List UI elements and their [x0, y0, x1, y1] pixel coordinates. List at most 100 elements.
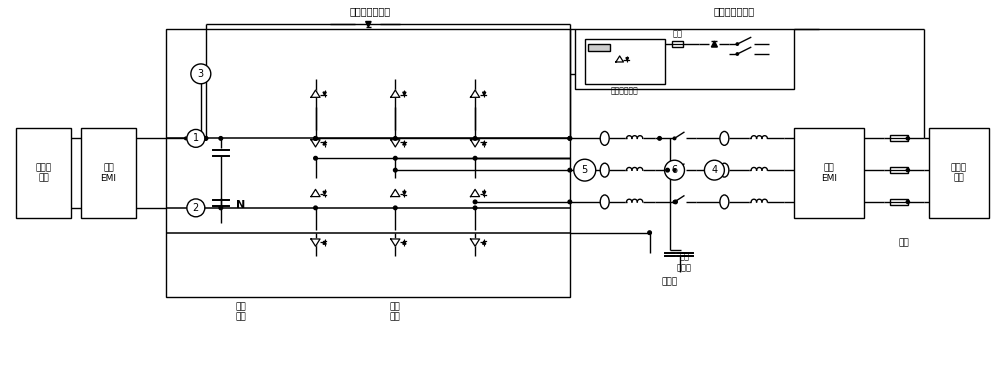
Polygon shape [626, 57, 629, 60]
Text: 6: 6 [671, 165, 678, 175]
Polygon shape [483, 92, 486, 95]
Polygon shape [311, 239, 320, 246]
Bar [890, 135, 908, 141]
Bar [672, 41, 683, 47]
Circle shape [473, 156, 477, 160]
Ellipse shape [720, 163, 729, 177]
Circle shape [393, 168, 397, 172]
Bar [929, 129, 989, 218]
Polygon shape [711, 41, 717, 47]
Circle shape [648, 231, 651, 234]
Polygon shape [323, 191, 326, 195]
Polygon shape [311, 189, 320, 197]
Text: 滤波器: 滤波器 [661, 278, 678, 287]
Text: 熔丝: 熔丝 [673, 29, 683, 39]
Polygon shape [471, 90, 480, 97]
Circle shape [187, 199, 205, 217]
Circle shape [393, 206, 397, 210]
Polygon shape [471, 140, 480, 147]
Text: 三相
逆变: 三相 逆变 [390, 302, 401, 322]
Text: 熔丝: 熔丝 [898, 238, 909, 247]
Circle shape [473, 136, 477, 140]
Polygon shape [403, 142, 406, 145]
Polygon shape [366, 22, 371, 27]
Circle shape [666, 168, 669, 172]
Circle shape [568, 136, 572, 140]
Circle shape [658, 136, 661, 140]
Polygon shape [471, 239, 480, 246]
Circle shape [673, 137, 676, 139]
Polygon shape [403, 92, 406, 95]
Ellipse shape [720, 132, 729, 145]
Bar [81, 129, 136, 218]
Bar [16, 129, 71, 218]
Circle shape [736, 53, 739, 55]
Circle shape [736, 43, 739, 45]
Circle shape [568, 200, 572, 204]
Text: 热插拔
端子: 热插拔 端子 [951, 163, 967, 183]
Bar [794, 129, 864, 218]
Circle shape [568, 168, 572, 172]
Circle shape [219, 136, 223, 140]
Polygon shape [323, 142, 326, 145]
Polygon shape [311, 140, 320, 147]
Text: 2: 2 [193, 203, 199, 213]
Text: 直流预充电回路: 直流预充电回路 [350, 6, 391, 16]
Polygon shape [391, 189, 400, 197]
Circle shape [393, 156, 397, 160]
Bar [585, 39, 665, 84]
Bar [890, 199, 908, 205]
Text: 并网
继电器: 并网 继电器 [677, 253, 692, 272]
Polygon shape [403, 241, 406, 244]
Bar [890, 167, 908, 173]
Circle shape [674, 200, 677, 204]
Circle shape [673, 201, 676, 203]
Text: 1: 1 [193, 133, 199, 143]
Circle shape [219, 206, 223, 210]
Bar [575, 29, 794, 89]
Text: 交流预充电回路: 交流预充电回路 [714, 6, 755, 16]
Circle shape [314, 206, 317, 210]
Circle shape [187, 129, 205, 147]
Ellipse shape [600, 195, 609, 209]
Polygon shape [483, 142, 486, 145]
Circle shape [665, 160, 684, 180]
Circle shape [314, 136, 317, 140]
Circle shape [906, 200, 909, 203]
Polygon shape [403, 191, 406, 195]
Text: 热插拔
端子: 热插拔 端子 [36, 163, 52, 183]
Circle shape [314, 156, 317, 160]
Circle shape [185, 137, 187, 139]
Bar [588, 44, 610, 51]
Text: 3: 3 [198, 69, 204, 79]
Text: 直流故电回路: 直流故电回路 [611, 87, 639, 96]
Polygon shape [471, 189, 480, 197]
Circle shape [191, 64, 211, 84]
Ellipse shape [600, 163, 609, 177]
Circle shape [473, 200, 477, 204]
Bar [166, 29, 570, 297]
Circle shape [574, 159, 596, 181]
Text: N: N [236, 200, 245, 210]
Circle shape [314, 136, 317, 140]
Polygon shape [483, 241, 486, 244]
Circle shape [906, 169, 909, 172]
Circle shape [473, 206, 477, 210]
Polygon shape [391, 239, 400, 246]
Circle shape [568, 136, 572, 140]
Text: 5: 5 [582, 165, 588, 175]
Ellipse shape [600, 132, 609, 145]
Polygon shape [391, 90, 400, 97]
Circle shape [673, 169, 676, 172]
Polygon shape [311, 90, 320, 97]
Circle shape [906, 137, 909, 140]
Polygon shape [323, 92, 326, 95]
Text: 4: 4 [711, 165, 717, 175]
Circle shape [704, 160, 724, 180]
Text: 交流
EMI: 交流 EMI [821, 163, 837, 183]
Text: 直流
EMI: 直流 EMI [101, 163, 117, 183]
Text: 支撑
电容: 支撑 电容 [235, 302, 246, 322]
Polygon shape [391, 140, 400, 147]
Ellipse shape [720, 195, 729, 209]
Polygon shape [323, 241, 326, 244]
